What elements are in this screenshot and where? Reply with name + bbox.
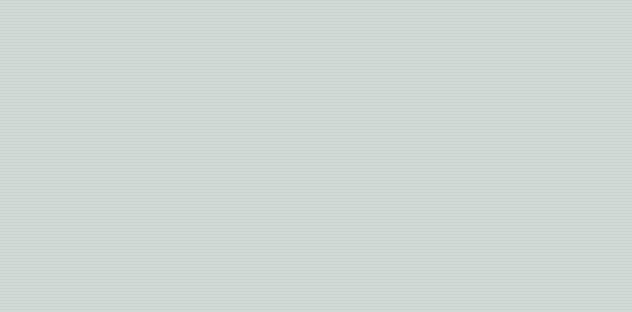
Text: (C): (C) xyxy=(73,228,106,250)
Text: 18: 18 xyxy=(180,179,207,202)
Text: (B): (B) xyxy=(73,179,105,202)
Text: 90: 90 xyxy=(180,228,207,250)
Text: What is the highest Common Factor of the set of: What is the highest Common Factor of the… xyxy=(73,28,604,50)
Text: numbers {54,72,90} ?: numbers {54,72,90} ? xyxy=(73,90,317,113)
Text: 1080: 1080 xyxy=(180,276,234,298)
Text: (D): (D) xyxy=(73,276,107,298)
Text: (A): (A) xyxy=(73,131,105,153)
Text: 9: 9 xyxy=(180,131,194,153)
